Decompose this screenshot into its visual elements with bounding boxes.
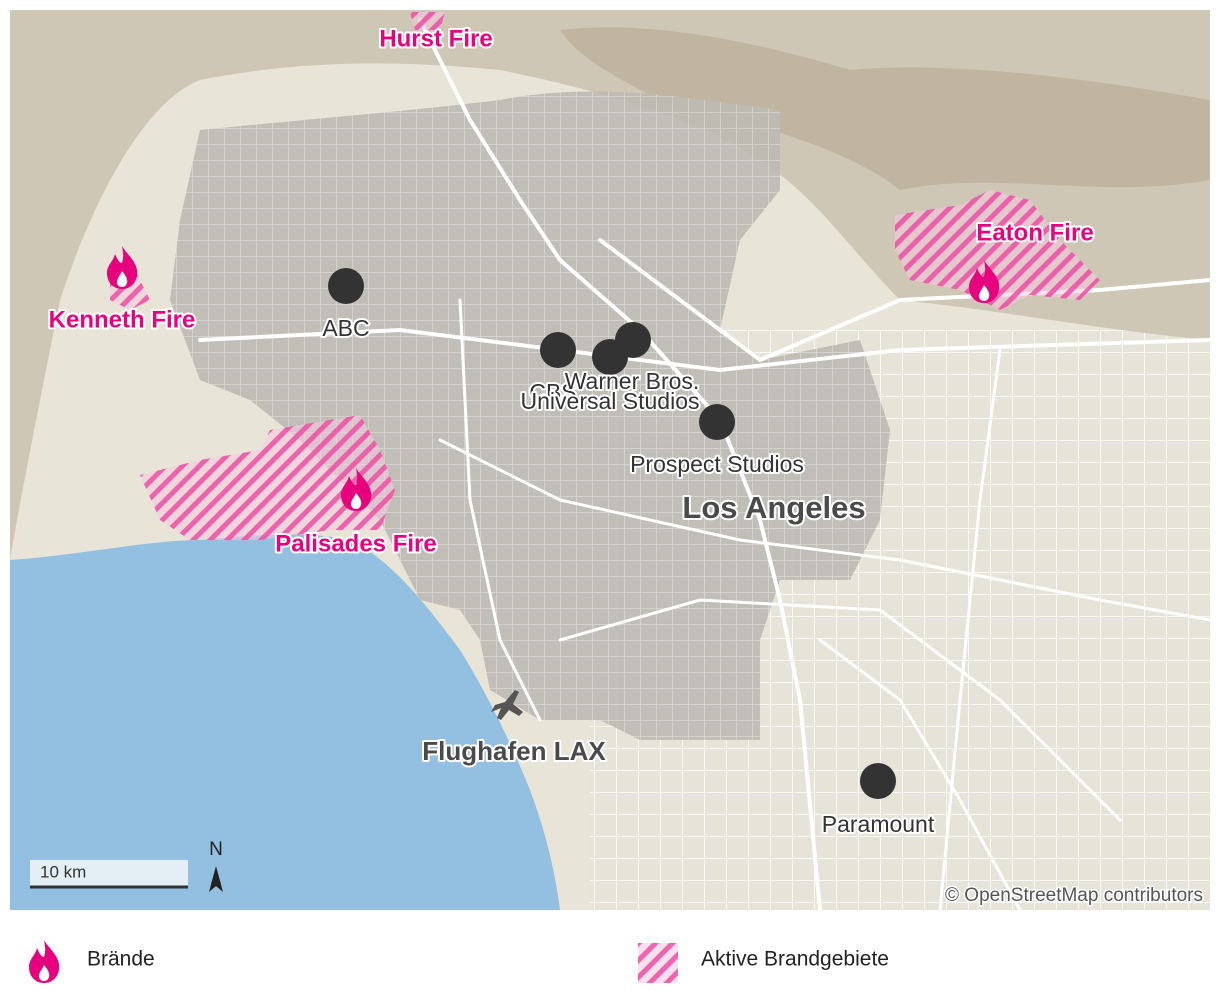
roads: [458, 298, 542, 722]
studio-marker: [540, 332, 576, 368]
legend-fire-icon: [29, 940, 60, 983]
studio-label: Warner Bros.: [565, 368, 700, 394]
studio-label: Prospect Studios: [630, 451, 804, 477]
studio-markers: [328, 268, 896, 799]
north-label: N: [209, 839, 223, 860]
fire-area: [140, 415, 395, 540]
roads: [818, 638, 1022, 910]
attribution: © OpenStreetMap contributors: [945, 885, 1203, 906]
studio-marker: [328, 268, 364, 304]
scale-label: 10 km: [40, 862, 86, 881]
scale-bar-bg: [30, 860, 188, 886]
studio-label: Universal Studios: [521, 388, 700, 414]
fire-area: [895, 190, 1100, 310]
studio-label: CBS: [529, 379, 576, 405]
studio-label: Paramount: [822, 811, 935, 837]
roads: [438, 438, 1210, 622]
fire-areas: [110, 12, 1100, 540]
fire-label: Palisades Fire: [275, 530, 436, 557]
legend-label: Brände: [87, 948, 155, 971]
roads: [198, 327, 1210, 373]
airport-icon: [491, 690, 523, 720]
studio-marker: [699, 404, 735, 440]
legend-label: Aktive Brandgebiete: [701, 948, 889, 971]
fire-label: Kenneth Fire: [49, 306, 196, 333]
legend-hatch: [638, 943, 678, 983]
legend: Brände Aktive Brandgebiete: [29, 940, 889, 983]
ocean: [10, 534, 560, 910]
airport-label: Flughafen LAX: [422, 736, 606, 766]
fire-label: Eaton Fire: [976, 219, 1093, 246]
studio-marker: [860, 763, 896, 799]
roads: [598, 238, 1210, 363]
studio-marker: [592, 339, 628, 375]
city-label: Los Angeles: [682, 490, 865, 525]
studio-label: ABC: [322, 315, 369, 341]
fire-area: [410, 12, 445, 30]
urban-area: [170, 91, 890, 741]
roads: [198, 18, 1210, 910]
map: Hurst Fire Kenneth Fire Eaton Fire Palis…: [10, 10, 1210, 910]
roads: [938, 348, 1002, 910]
mountains: [560, 27, 1210, 190]
roads: [558, 598, 1122, 822]
north-arrow: [209, 866, 223, 892]
roads: [418, 18, 822, 910]
fire-label: Hurst Fire: [379, 25, 492, 52]
